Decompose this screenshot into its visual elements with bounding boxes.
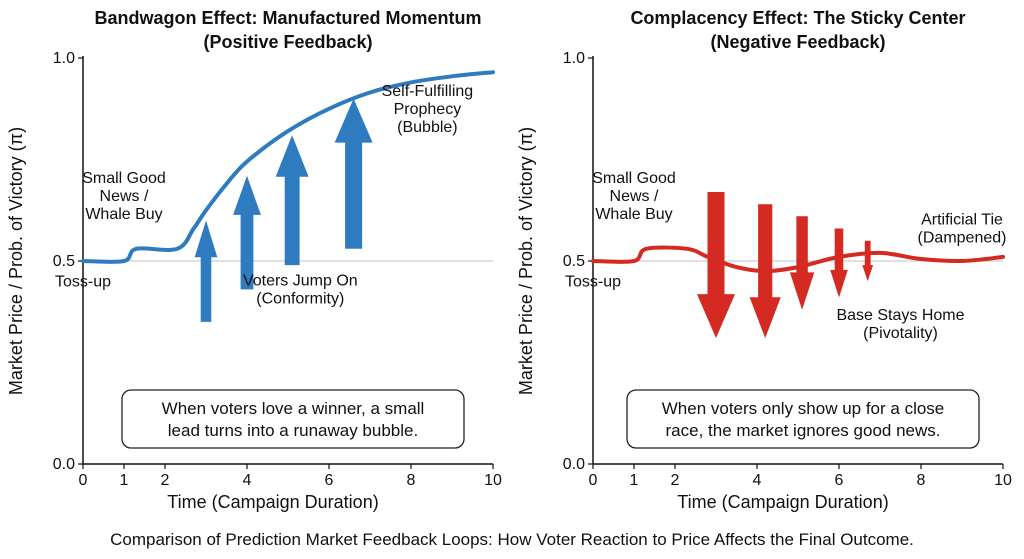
annotation-text: Small Good [592,170,676,187]
note-text: When voters love a winner, a small [162,399,425,418]
bandwagon-chart: Bandwagon Effect: Manufactured Momentum (… [6,8,502,512]
feedback-arrow-up [334,98,373,249]
annotation-text: Artificial Tie [921,212,1003,229]
note-text: race, the market ignores good news. [666,421,941,440]
x-tick-label: 8 [407,472,416,489]
annotation-text: Base Stays Home [836,307,964,324]
x-tick-label: 0 [589,472,598,489]
figure-caption: Comparison of Prediction Market Feedback… [110,530,914,549]
annotation-text: Toss-up [55,273,111,290]
note-box [121,389,465,449]
x-tick-label: 10 [484,472,502,489]
annotation-text: News / [100,188,149,205]
annotation-text: Voters Jump On [243,272,358,289]
x-tick-label: 6 [325,472,334,489]
y-tick-label: 0.5 [53,253,75,270]
y-tick-label: 1.0 [53,50,75,67]
chart-subtitle: (Negative Feedback) [710,32,885,52]
x-tick-label: 2 [161,472,170,489]
y-tick-label: 0.0 [563,456,585,473]
note-text: lead turns into a runaway bubble. [168,421,418,440]
chart-subtitle: (Positive Feedback) [203,32,372,52]
feedback-arrow-down [749,204,781,339]
feedback-arrow-down [697,192,735,339]
y-axis-label: Market Price / Prob. of Victory (π) [516,127,536,395]
x-tick-label: 6 [835,472,844,489]
annotation-text: Toss-up [565,273,621,290]
annotation-text: (Pivotality) [863,325,938,342]
x-tick-label: 4 [243,472,252,489]
x-tick-label: 0 [79,472,88,489]
feedback-arrow-up [233,175,261,290]
y-tick-label: 0.5 [563,253,585,270]
annotation-text: (Bubble) [397,119,457,136]
annotation-text: News / [610,188,659,205]
feedback-arrow-up [275,135,309,266]
note-text: When voters only show up for a close [662,399,945,418]
chart-title: Complacency Effect: The Sticky Center [630,8,965,28]
x-tick-label: 10 [994,472,1012,489]
feedback-arrow-up [194,220,218,322]
annotation-text: Prophecy [394,101,462,118]
annotation-text: Small Good [82,170,166,187]
x-tick-label: 2 [671,472,680,489]
x-axis-label: Time (Campaign Duration) [167,492,378,512]
y-axis-label: Market Price / Prob. of Victory (π) [6,127,26,395]
chart-title: Bandwagon Effect: Manufactured Momentum [94,8,481,28]
annotation-text: Self-Fulfilling [382,83,474,100]
note-box [626,389,980,449]
x-tick-label: 1 [630,472,639,489]
series-line [81,70,495,264]
y-tick-label: 0.0 [53,456,75,473]
feedback-arrow-down [789,216,815,310]
annotation-text: (Dampened) [918,230,1007,247]
x-axis-label: Time (Campaign Duration) [677,492,888,512]
feedback-arrow-down [830,228,848,298]
annotation-text: Whale Buy [595,206,672,223]
y-tick-label: 1.0 [563,50,585,67]
x-tick-label: 1 [120,472,129,489]
x-tick-label: 8 [917,472,926,489]
x-tick-label: 4 [753,472,762,489]
feedback-arrow-down [862,240,874,282]
annotation-text: Whale Buy [85,206,162,223]
complacency-chart: Complacency Effect: The Sticky Center (Ne… [516,8,1012,512]
annotation-text: (Conformity) [256,290,344,307]
